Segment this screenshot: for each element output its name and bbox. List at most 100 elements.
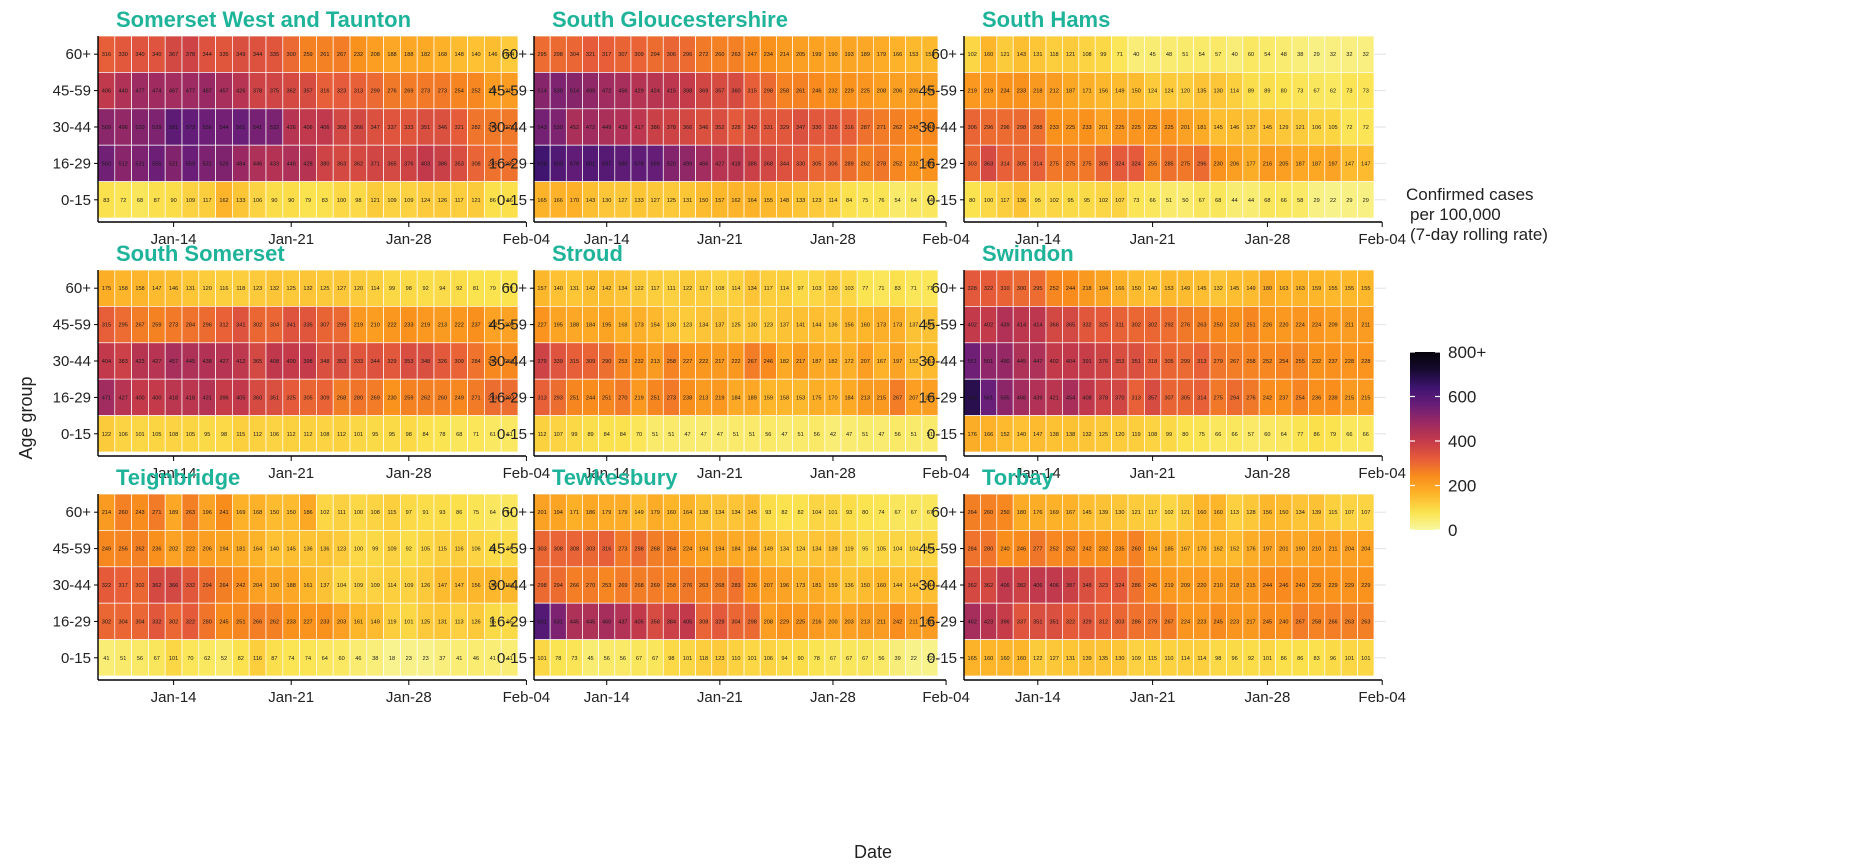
facet-panels: Somerset West and Taunton 316 330 340 340 367…: [53, 7, 1406, 706]
x-tick-label: Jan-28: [386, 465, 432, 482]
cell-value-label: 250: [1214, 323, 1223, 329]
cell-value-label: 169: [1050, 510, 1059, 516]
cell-value-label: 127: [337, 286, 346, 292]
cell-value-label: 505: [1000, 395, 1009, 401]
cell-value-label: 147: [438, 583, 447, 589]
cell-value-label: 266: [570, 583, 579, 589]
cell-value-label: 299: [1181, 359, 1190, 365]
cell-value-label: 241: [219, 510, 228, 516]
cell-value-label: 111: [337, 510, 346, 516]
cell-value-label: 342: [747, 125, 756, 131]
cell-value-label: 101: [828, 510, 837, 516]
cell-value-label: 321: [455, 125, 464, 131]
cell-value-label: 86: [1281, 656, 1287, 662]
cell-value-label: 136: [303, 547, 312, 553]
cell-value-label: 353: [337, 359, 346, 365]
cell-value-label: 305: [812, 161, 821, 167]
cell-value-label: 139: [1312, 510, 1321, 516]
cell-value-label: 543: [537, 125, 546, 131]
cell-value-label: 276: [488, 125, 497, 131]
cell-value-label: 158: [119, 286, 128, 292]
y-axis-title: Age group: [16, 376, 36, 459]
cell-value-label: 322: [984, 286, 993, 292]
cell-value-label: 396: [219, 395, 228, 401]
cell-value-label: 269: [371, 395, 380, 401]
cell-value-label: 130: [747, 323, 756, 329]
cell-value-label: 101: [537, 656, 546, 662]
cell-value-label: 289: [844, 161, 853, 167]
x-tick-label: Jan-14: [1015, 231, 1061, 248]
cell-value-label: 251: [236, 619, 245, 625]
cell-value-label: 305: [1099, 161, 1108, 167]
y-tick-label: 30-44: [919, 119, 957, 136]
panel-title: South Somerset: [116, 241, 285, 266]
cell-value-label: 370: [1115, 395, 1124, 401]
cell-value-label: 64: [1281, 432, 1287, 438]
cell-value-label: 219: [968, 89, 977, 95]
y-tick-label: 16-29: [53, 155, 91, 172]
cell-value-label: 23: [406, 656, 412, 662]
cell-value-label: 112: [337, 432, 346, 438]
cell-value-label: 145: [1263, 125, 1272, 131]
cell-value-label: 120: [203, 286, 212, 292]
cell-value-label: 330: [812, 125, 821, 131]
cell-value-label: 326: [828, 125, 837, 131]
cell-value-label: 267: [1164, 619, 1173, 625]
cell-value-label: 114: [732, 286, 741, 292]
y-tick-label: 30-44: [919, 353, 957, 370]
cell-value-label: 298: [634, 547, 643, 553]
cell-value-label: 154: [651, 323, 660, 329]
cell-value-label: 185: [1164, 547, 1173, 553]
cell-value-label: 220: [1279, 323, 1288, 329]
cell-value-label: 400: [152, 395, 161, 401]
cell-value-label: 232: [828, 89, 837, 95]
cell-value-label: 520: [667, 161, 676, 167]
cell-value-label: 531: [554, 619, 563, 625]
cell-value-label: 601: [586, 161, 595, 167]
cell-value-label: 219: [1164, 583, 1173, 589]
cell-value-label: 316: [102, 52, 111, 58]
cell-value-label: 194: [554, 510, 563, 516]
cell-value-label: 163: [1296, 286, 1305, 292]
cell-value-label: 376: [1099, 359, 1108, 365]
cell-value-label: 202: [505, 323, 514, 329]
x-tick-label: Feb-04: [1358, 465, 1406, 482]
cell-value-label: 302: [102, 619, 111, 625]
cell-value-label: 51: [668, 432, 674, 438]
cell-value-label: 179: [651, 510, 660, 516]
cell-value-label: 180: [1017, 510, 1026, 516]
cell-value-label: 47: [701, 432, 707, 438]
cell-value-label: 164: [683, 510, 692, 516]
cell-value-label: 211: [1345, 323, 1354, 329]
x-axis-title: Date: [854, 842, 892, 862]
cell-value-label: 262: [421, 395, 430, 401]
cell-value-label: 276: [683, 583, 692, 589]
cell-value-label: 145: [1197, 286, 1206, 292]
cell-value-label: 252: [1066, 547, 1075, 553]
cell-value-label: 50: [1182, 198, 1188, 204]
cell-value-label: 131: [1033, 52, 1042, 58]
cell-value-label: 405: [236, 395, 245, 401]
cell-value-label: 232: [634, 359, 643, 365]
cell-value-label: 229: [1361, 583, 1370, 589]
cell-value-label: 270: [586, 583, 595, 589]
cell-value-label: 303: [1115, 619, 1124, 625]
cell-value-label: 172: [844, 359, 853, 365]
cell-value-label: 285: [505, 161, 514, 167]
cell-value-label: 509: [102, 125, 111, 131]
cell-value-label: 477: [186, 89, 195, 95]
cell-value-label: 125: [1099, 432, 1108, 438]
cell-value-label: 362: [968, 583, 977, 589]
cell-value-label: 245: [1263, 619, 1272, 625]
cell-value-label: 136: [320, 547, 329, 553]
cell-value-label: 173: [877, 323, 886, 329]
y-tick-label: 16-29: [919, 613, 957, 630]
x-tick-label: Jan-14: [1015, 465, 1061, 482]
cell-value-label: 276: [387, 89, 396, 95]
cell-value-label: 188: [570, 323, 579, 329]
cell-value-label: 406: [1050, 583, 1059, 589]
cell-value-label: 134: [731, 510, 740, 516]
cell-value-label: 109: [1132, 656, 1141, 662]
cell-value-label: 252: [471, 89, 480, 95]
cell-value-label: 98: [406, 432, 412, 438]
